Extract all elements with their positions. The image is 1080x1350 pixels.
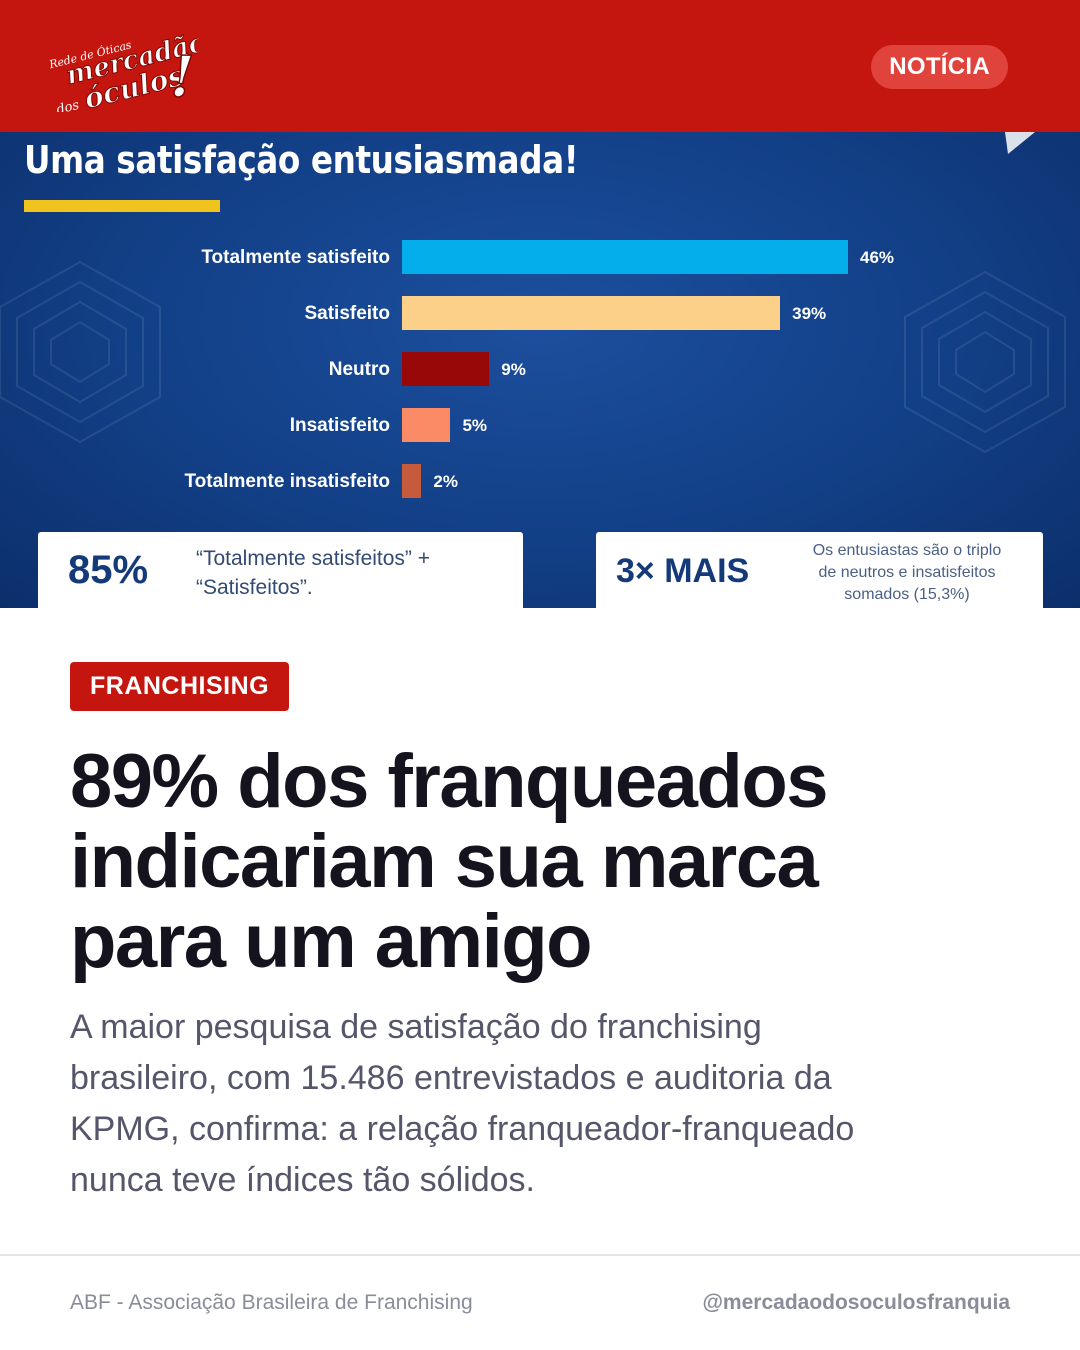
- stat-big-value: 3× MAIS: [616, 552, 750, 590]
- bar-value-label: 5%: [462, 416, 488, 435]
- bar: [402, 408, 451, 442]
- stat-description: “Totalmente satisfeitos” + “Satisfeitos”…: [196, 547, 431, 599]
- bar: [402, 296, 781, 330]
- social-handle[interactable]: @mercadaodosoculosfranquia: [702, 1291, 1010, 1314]
- infographic-image: Uma satisfação entusiasmada! Totalmente …: [0, 132, 1080, 608]
- bar-label: Satisfeito: [304, 303, 390, 324]
- lede-paragraph: A maior pesquisa de satisfação do franch…: [70, 1008, 855, 1199]
- headline: 89% dos franqueados indicariam sua marca…: [70, 739, 829, 984]
- bar-label: Insatisfeito: [289, 415, 390, 436]
- svg-text:!: !: [170, 44, 195, 110]
- bar-label: Totalmente insatisfeito: [184, 471, 390, 492]
- infographic-title: Uma satisfação entusiasmada!: [24, 138, 579, 182]
- news-badge: NOTÍCIA: [871, 45, 1008, 89]
- category-tag[interactable]: FRANCHISING: [70, 662, 290, 711]
- stat-box-3x: 3× MAIS Os entusiastas são o triplo de n…: [596, 532, 1043, 608]
- bar-value-label: 39%: [792, 304, 827, 323]
- source-credit: ABF - Associação Brasileira de Franchisi…: [70, 1291, 473, 1314]
- stat-big-value: 85%: [68, 548, 149, 592]
- bar: [402, 352, 490, 386]
- bar-label: Totalmente satisfeito: [201, 247, 390, 268]
- bar: [402, 240, 848, 274]
- stat-box-85: 85% “Totalmente satisfeitos” + “Satisfei…: [38, 532, 523, 608]
- bar-label: Neutro: [328, 359, 390, 380]
- brand-logo[interactable]: Rede de Óticas mercadão dos óculos !: [38, 22, 198, 112]
- hexagon-pattern-decoration: [0, 132, 1066, 454]
- svg-text:dos: dos: [55, 98, 81, 112]
- bar-value-label: 46%: [860, 248, 895, 267]
- header-bar: Rede de Óticas mercadão dos óculos ! NOT…: [0, 0, 1080, 132]
- bar-value-label: 9%: [501, 360, 526, 379]
- bar-value-label: 2%: [433, 472, 458, 491]
- bar: [402, 464, 422, 498]
- stat-description: Os entusiastas são o triplo de neutros e…: [812, 542, 1002, 603]
- footer-divider: [0, 1254, 1080, 1256]
- title-underline-accent: [24, 200, 220, 212]
